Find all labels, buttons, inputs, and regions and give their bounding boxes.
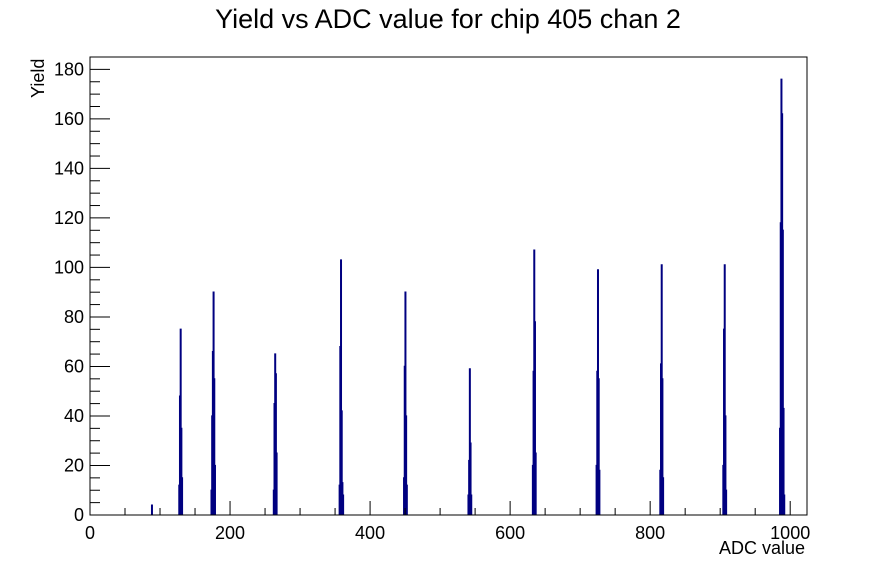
histogram-bin xyxy=(783,494,786,515)
y-tick-label: 140 xyxy=(54,158,84,178)
y-tick-label: 80 xyxy=(64,307,84,327)
histogram-bin xyxy=(468,368,471,515)
histogram-bin xyxy=(405,484,408,515)
histogram-bin xyxy=(274,373,277,515)
histogram-bin xyxy=(598,469,601,515)
histogram-bin xyxy=(533,321,536,515)
y-axis-title: Yield xyxy=(28,59,48,98)
histogram-bin xyxy=(723,264,726,515)
y-tick-label: 120 xyxy=(54,208,84,228)
x-tick-label: 0 xyxy=(85,523,95,543)
histogram-bin xyxy=(404,291,407,515)
histogram-bin xyxy=(782,407,785,515)
histogram-bin xyxy=(469,442,472,515)
histogram-bin xyxy=(405,415,408,515)
x-tick-label: 800 xyxy=(635,523,665,543)
histogram-bin xyxy=(342,494,345,515)
histogram-bin xyxy=(275,452,278,515)
y-tick-label: 160 xyxy=(54,109,84,129)
y-axis-ticks: 0 20 40 60 80 100 120 140 160 180 xyxy=(54,56,110,525)
histogram-bin xyxy=(724,415,727,515)
x-tick-label: 400 xyxy=(355,523,385,543)
histogram-bins xyxy=(150,78,786,515)
y-tick-label: 40 xyxy=(64,406,84,426)
histogram-bin xyxy=(340,259,343,515)
histogram-bin xyxy=(213,378,216,515)
histogram-bin xyxy=(180,427,183,515)
histogram-bin xyxy=(662,477,665,515)
x-tick-label: 1000 xyxy=(770,523,810,543)
y-tick-label: 0 xyxy=(74,505,84,525)
plot-frame xyxy=(89,56,808,516)
histogram-bin xyxy=(181,477,184,515)
histogram-bin xyxy=(150,504,153,515)
chart-title: Yield vs ADC value for chip 405 chan 2 xyxy=(215,4,681,34)
histogram-bin xyxy=(597,378,600,515)
histogram-bin xyxy=(781,229,784,515)
y-tick-label: 60 xyxy=(64,356,84,376)
x-axis-title: ADC value xyxy=(719,538,805,558)
x-tick-label: 200 xyxy=(215,523,245,543)
y-tick-label: 180 xyxy=(54,59,84,79)
y-tick-label: 100 xyxy=(54,257,84,277)
histogram-bin xyxy=(213,464,216,515)
histogram-bin xyxy=(725,489,728,515)
x-tick-label: 600 xyxy=(495,523,525,543)
histogram-bin xyxy=(534,452,537,515)
y-tick-label: 20 xyxy=(64,455,84,475)
histogram-bin xyxy=(340,410,343,515)
histogram-bin xyxy=(179,328,182,515)
x-axis-ticks: 0 200 400 600 800 1000 xyxy=(85,501,810,543)
histogram-bin xyxy=(470,494,473,515)
histogram-bin xyxy=(661,378,664,515)
